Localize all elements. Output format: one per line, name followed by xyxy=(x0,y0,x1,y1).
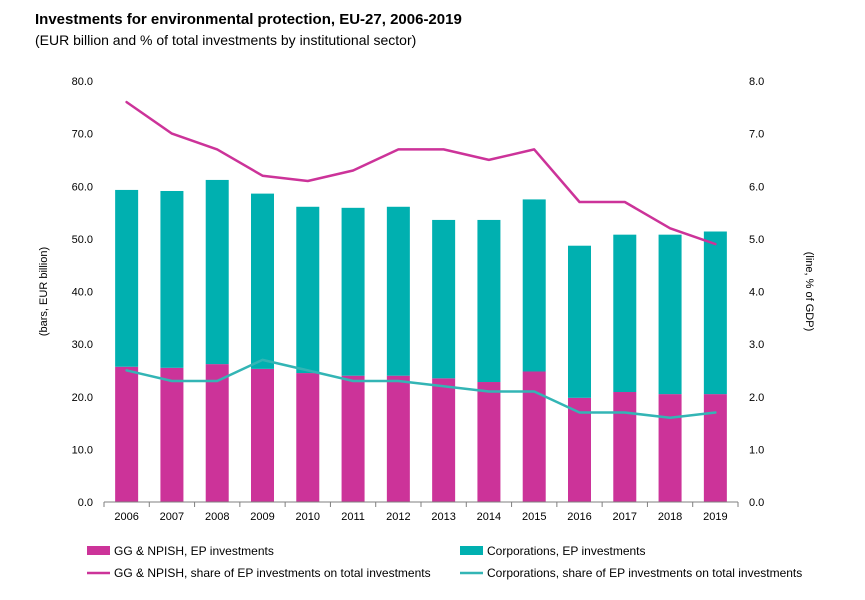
x-tick-label: 2019 xyxy=(703,511,727,523)
chart-title: Investments for environmental protection… xyxy=(35,11,462,28)
bar-gg-npish xyxy=(296,373,320,502)
x-tick-label: 2017 xyxy=(613,511,637,523)
bar-corporations xyxy=(703,231,727,395)
y-right-tick-label: 2.0 xyxy=(749,392,764,404)
legend-corporations-line-label: Corporations, share of EP investments on… xyxy=(487,566,802,580)
bar-gg-npish xyxy=(703,394,727,502)
line-gg-npish-share xyxy=(125,100,717,246)
y-right-tick-label: 4.0 xyxy=(749,287,764,299)
bar-corporations xyxy=(613,234,637,393)
bar-gg-npish xyxy=(251,368,274,502)
bar-gg-npish xyxy=(341,375,365,502)
y-left-axis-title: (bars, EUR billion) xyxy=(38,247,50,336)
x-tick-label: 2011 xyxy=(341,511,365,523)
bar-gg-npish xyxy=(477,382,501,502)
x-tick-label: 2013 xyxy=(431,511,455,523)
y-left-tick-label: 30.0 xyxy=(72,339,93,351)
y-right-tick-label: 5.0 xyxy=(749,234,764,246)
legend-gg-npish-bar-label: GG & NPISH, EP investments xyxy=(114,544,274,558)
x-tick-label: 2009 xyxy=(250,511,274,523)
x-tick-label: 2014 xyxy=(477,511,501,523)
y-right-tick-label: 8.0 xyxy=(749,76,764,88)
x-tick-label: 2006 xyxy=(114,511,138,523)
legend-gg-npish-bar: GG & NPISH, EP investments xyxy=(87,544,274,558)
y-left-tick-label: 20.0 xyxy=(72,392,93,404)
bar-corporations xyxy=(568,245,591,398)
bar-corporations xyxy=(205,179,229,365)
y-left-tick-label: 80.0 xyxy=(72,76,93,88)
bar-corporations xyxy=(115,189,139,367)
bar-corporations xyxy=(341,207,365,376)
y-left-tick-label: 10.0 xyxy=(72,444,93,456)
bars-layer xyxy=(115,179,727,502)
legend-gg-npish-line: GG & NPISH, share of EP investments on t… xyxy=(87,566,431,580)
bar-gg-npish xyxy=(205,364,229,502)
bar-gg-npish xyxy=(658,394,682,502)
legend: GG & NPISH, EP investments Corporations, … xyxy=(87,544,802,580)
y-right-tick-label: 7.0 xyxy=(749,129,764,141)
legend-corporations-bar-swatch xyxy=(460,546,483,555)
y-right-tick-label: 0.0 xyxy=(749,497,764,509)
bar-gg-npish xyxy=(115,366,139,502)
bar-corporations xyxy=(477,219,501,383)
bar-gg-npish xyxy=(522,371,546,502)
x-tick-label: 2007 xyxy=(160,511,184,523)
x-tick-label: 2015 xyxy=(522,511,546,523)
bar-corporations xyxy=(658,234,682,395)
line-corporations-share xyxy=(125,358,717,420)
x-tick-label: 2008 xyxy=(205,511,229,523)
y-right-tick-label: 1.0 xyxy=(749,444,764,456)
y-left-tick-label: 50.0 xyxy=(72,234,93,246)
legend-gg-npish-line-label: GG & NPISH, share of EP investments on t… xyxy=(114,566,431,580)
bar-gg-npish xyxy=(432,378,456,502)
x-tick-label: 2016 xyxy=(567,511,591,523)
y-left-tick-label: 70.0 xyxy=(72,129,93,141)
y-right-tick-label: 3.0 xyxy=(749,339,764,351)
y-left-tick-label: 60.0 xyxy=(72,181,93,193)
x-tick-label: 2018 xyxy=(658,511,682,523)
bar-corporations xyxy=(432,219,456,379)
bar-gg-npish xyxy=(386,375,410,502)
legend-gg-npish-bar-swatch xyxy=(87,546,110,555)
y-right-tick-label: 6.0 xyxy=(749,181,764,193)
legend-corporations-bar-label: Corporations, EP investments xyxy=(487,544,646,558)
bar-gg-npish xyxy=(613,392,637,502)
bar-corporations xyxy=(386,206,410,376)
bar-gg-npish xyxy=(160,367,184,502)
legend-corporations-line: Corporations, share of EP investments on… xyxy=(460,566,802,580)
bar-corporations xyxy=(296,206,320,374)
bar-corporations xyxy=(522,199,546,372)
bar-corporations xyxy=(251,193,274,369)
lines-layer xyxy=(125,100,717,420)
bar-gg-npish xyxy=(568,397,591,502)
bar-corporations xyxy=(160,190,184,368)
x-tick-label: 2010 xyxy=(296,511,320,523)
y-left-tick-label: 0.0 xyxy=(78,497,93,509)
chart-subtitle: (EUR billion and % of total investments … xyxy=(35,32,417,48)
axes-layer: 2006 2007 2008 2009 2010 2011 2012 2013 2014 2015… xyxy=(38,76,815,523)
y-left-tick-label: 40.0 xyxy=(72,287,93,299)
legend-corporations-bar: Corporations, EP investments xyxy=(460,544,646,558)
x-tick-label: 2012 xyxy=(386,511,410,523)
y-right-axis-title: (line, % of GDP) xyxy=(803,252,815,331)
